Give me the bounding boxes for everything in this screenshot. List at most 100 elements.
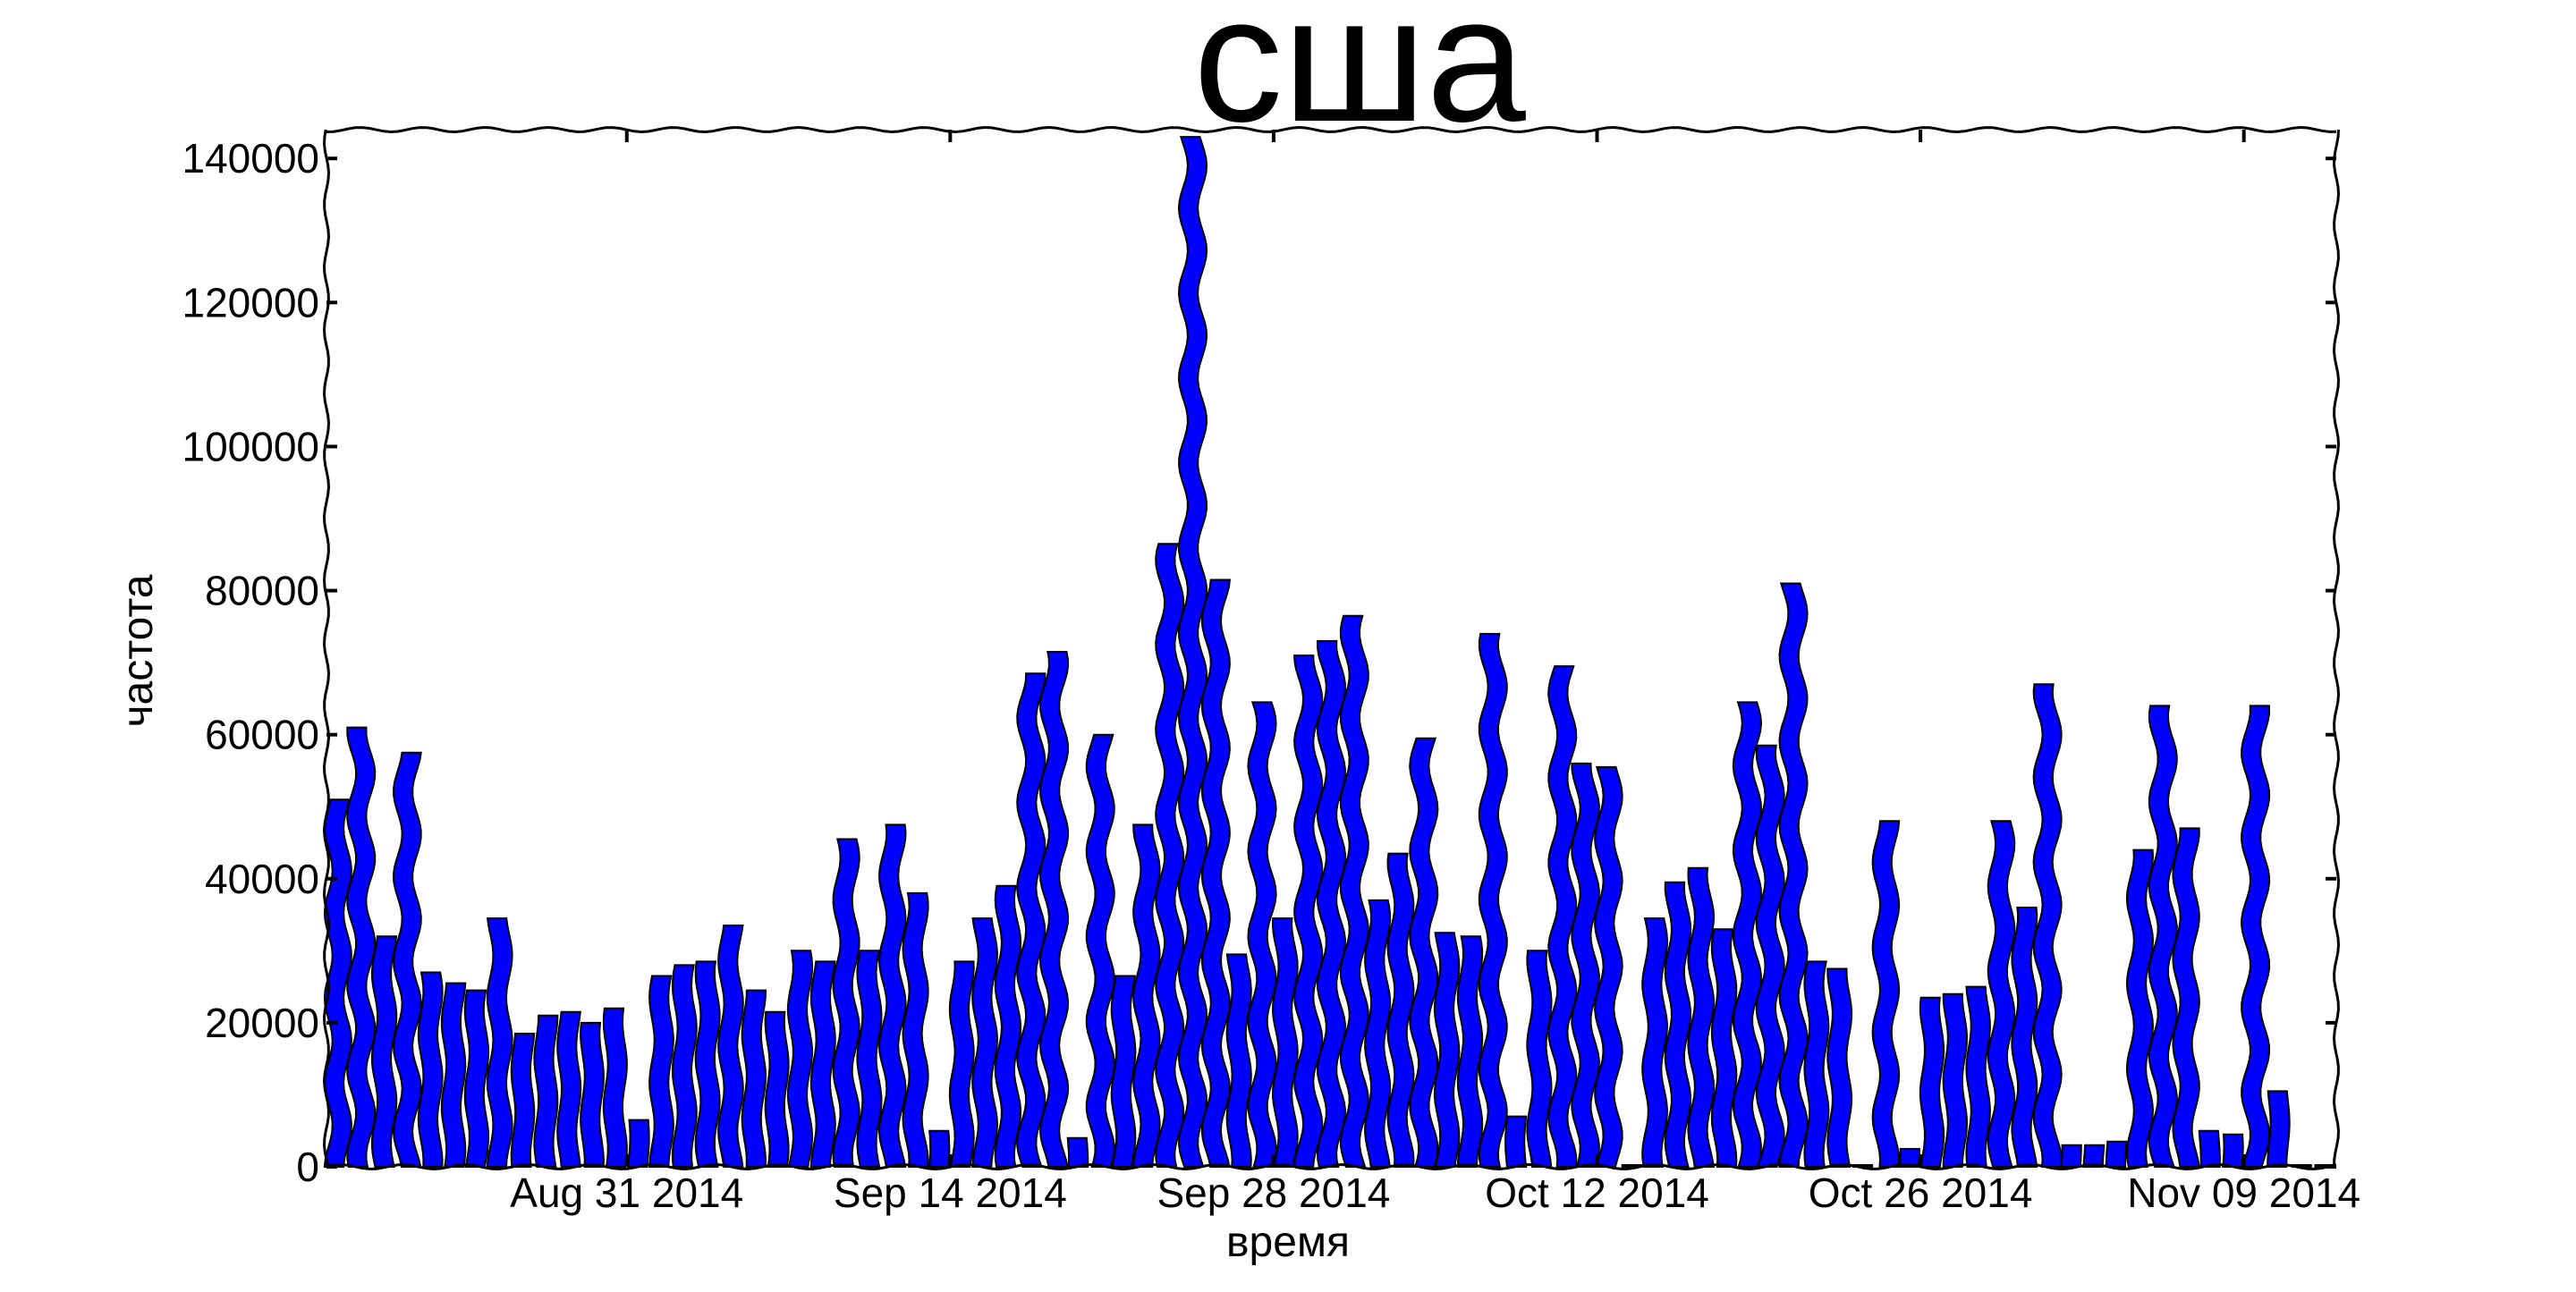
- bar-2014-11-03: [2105, 1140, 2128, 1168]
- bar-2014-11-04: [2125, 849, 2155, 1168]
- bar-2014-10-07: [1478, 632, 1508, 1168]
- bar-2014-10-24: [1871, 820, 1901, 1168]
- bar-2014-10-28: [1965, 985, 1991, 1168]
- y-tick-label-100000: 100000: [182, 423, 320, 469]
- y-tick-label-80000: 80000: [205, 568, 319, 614]
- bar-2014-09-17: [1016, 672, 1046, 1168]
- y-tick-label-120000: 120000: [182, 279, 320, 325]
- bar-2014-09-08: [809, 960, 836, 1168]
- bar-2014-08-21: [392, 751, 422, 1168]
- bar-2014-08-26: [510, 1033, 536, 1168]
- bar-2014-10-12: [1594, 765, 1623, 1168]
- bar-2014-09-10: [856, 950, 883, 1168]
- y-axis: 0 20000 40000 60000 80000 100000 120000 140000: [182, 135, 2336, 1190]
- x-tick-label-4: Oct 26 2014: [1809, 1170, 2033, 1216]
- bar-2014-11-10: [2267, 1090, 2291, 1168]
- bar-2014-08-22: [417, 971, 444, 1168]
- bar-2014-10-10: [1547, 665, 1578, 1168]
- bar-2014-10-21: [1803, 960, 1830, 1168]
- bar-2014-10-22: [1826, 967, 1853, 1168]
- bar-2014-08-23: [440, 982, 467, 1168]
- x-tick-label-0: Aug 31 2014: [510, 1170, 743, 1216]
- bar-2014-09-13: [928, 1129, 951, 1168]
- bar-2014-10-03: [1386, 852, 1415, 1168]
- bar-2014-11-09: [2241, 705, 2271, 1168]
- bar-2014-08-30: [602, 1007, 628, 1168]
- bar-2014-09-22: [1132, 823, 1161, 1168]
- bar-2014-10-20: [1778, 582, 1809, 1168]
- bar-2014-10-25: [1898, 1147, 1920, 1168]
- bar-2014-10-08: [1504, 1115, 1528, 1168]
- bar-2014-09-09: [832, 838, 860, 1168]
- bar-2014-08-31: [627, 1119, 650, 1168]
- bar-2014-10-31: [2032, 683, 2063, 1168]
- y-tick-label-20000: 20000: [205, 1000, 319, 1046]
- bar-2014-11-06: [2172, 827, 2200, 1168]
- bar-2014-08-25: [486, 917, 513, 1168]
- bar-2014-09-27: [1247, 701, 1277, 1168]
- bar-2014-09-28: [1271, 917, 1299, 1168]
- bar-2014-11-07: [2198, 1129, 2221, 1168]
- bar-2014-09-16: [994, 884, 1022, 1168]
- bar-2014-09-06: [764, 1010, 790, 1168]
- bar-2014-08-29: [580, 1021, 605, 1168]
- bar-2014-09-15: [971, 917, 999, 1168]
- y-tick-label-140000: 140000: [182, 135, 320, 182]
- bar-2014-11-08: [2222, 1133, 2244, 1168]
- bar-2014-10-26: [1919, 996, 1945, 1168]
- bar-2014-08-24: [463, 989, 490, 1168]
- bar-2014-09-19: [1066, 1136, 1089, 1168]
- bar-2014-09-02: [671, 964, 698, 1168]
- bar-2014-09-12: [902, 891, 929, 1168]
- bar-2014-09-25: [1200, 578, 1232, 1168]
- bar-2014-10-18: [1732, 701, 1763, 1168]
- bar-2014-09-11: [877, 823, 907, 1168]
- bar-2014-10-05: [1433, 932, 1461, 1168]
- bar-2014-10-16: [1687, 866, 1716, 1168]
- bar-2014-08-20: [370, 935, 398, 1168]
- chart-title: сша: [1193, 0, 1526, 159]
- bar-2014-10-04: [1409, 737, 1439, 1168]
- bar-2014-09-30: [1316, 639, 1347, 1168]
- bar-2014-10-15: [1664, 881, 1692, 1168]
- bar-2014-09-01: [648, 975, 674, 1168]
- bar-2014-10-29: [1987, 820, 2016, 1168]
- bar-2014-09-18: [1038, 651, 1070, 1168]
- bar-2014-08-27: [533, 1014, 559, 1168]
- x-tick-label-1: Sep 14 2014: [834, 1170, 1067, 1216]
- bar-2014-11-05: [2148, 705, 2178, 1168]
- bar-2014-10-27: [1942, 992, 1969, 1168]
- plot-frame: [322, 125, 2341, 1171]
- bar-2014-09-26: [1225, 953, 1252, 1168]
- x-tick-label-5: Nov 09 2014: [2127, 1170, 2360, 1216]
- bar-2014-10-11: [1571, 762, 1600, 1168]
- bar-2014-10-02: [1364, 899, 1392, 1168]
- bar-2014-11-02: [2082, 1144, 2106, 1168]
- x-tick-label-2: Sep 28 2014: [1157, 1170, 1390, 1216]
- bar-2014-09-21: [1110, 975, 1137, 1168]
- bar-2014-09-20: [1085, 733, 1115, 1168]
- bar-2014-10-30: [2011, 907, 2038, 1168]
- bar-2014-10-01: [1339, 614, 1369, 1168]
- bar-2014-08-19: [346, 726, 377, 1168]
- bar-2014-09-29: [1293, 654, 1324, 1168]
- bar-2014-09-24: [1177, 136, 1208, 1168]
- bar-2014-10-06: [1456, 935, 1484, 1168]
- bar-2014-10-17: [1710, 928, 1738, 1168]
- bar-2014-09-07: [786, 950, 814, 1168]
- x-tick-label-3: Oct 12 2014: [1485, 1170, 1709, 1216]
- y-tick-label-0: 0: [296, 1144, 319, 1190]
- x-axis-label: время: [1226, 1219, 1350, 1266]
- bar-2014-09-14: [948, 960, 975, 1168]
- bars-group: [323, 136, 2335, 1168]
- bar-2014-11-01: [2060, 1144, 2082, 1168]
- bar-2014-10-14: [1641, 917, 1669, 1168]
- y-tick-label-60000: 60000: [205, 712, 319, 758]
- y-axis-label: частота: [114, 574, 162, 727]
- bar-2014-09-04: [717, 925, 744, 1168]
- bar-2014-10-09: [1526, 950, 1553, 1168]
- bar-2014-09-03: [694, 960, 721, 1168]
- y-tick-label-40000: 40000: [205, 856, 319, 902]
